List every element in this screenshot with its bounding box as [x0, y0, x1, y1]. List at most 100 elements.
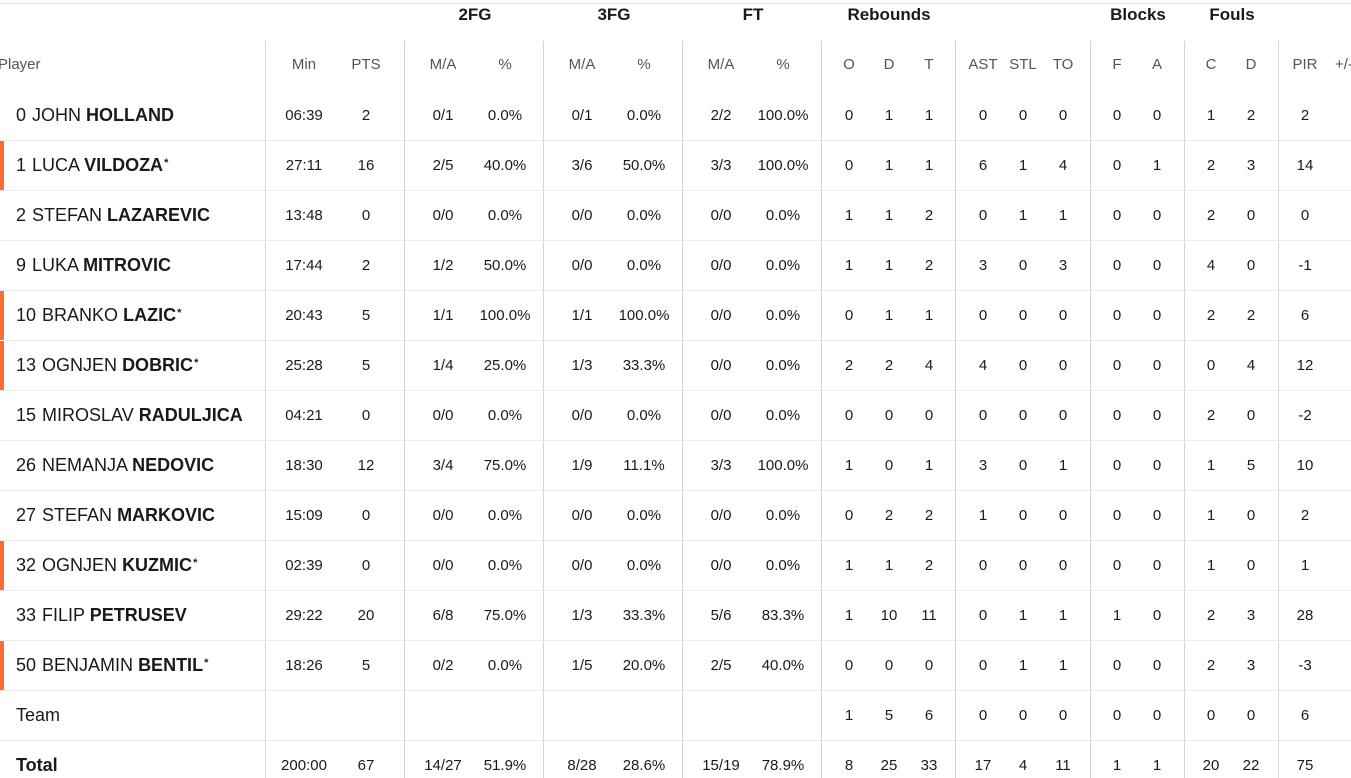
stat-pts: 2: [361, 257, 371, 274]
column-divider: [1090, 41, 1091, 778]
column-header-stl[interactable]: STL: [1009, 56, 1037, 73]
player-name-link[interactable]: 10 BRANKO LAZIC*: [16, 303, 181, 327]
stat-pir: 10: [1296, 457, 1314, 474]
starter-indicator: [0, 141, 4, 190]
stat-foul-c: 2: [1206, 207, 1216, 224]
column-header-fg3-ma[interactable]: M/A: [568, 56, 596, 73]
stat-pts: 0: [361, 507, 371, 524]
stat-reb-d: 10: [880, 607, 898, 624]
starter-indicator: [0, 291, 4, 340]
player-last-name: BENTIL: [138, 655, 204, 675]
player-name-link[interactable]: 13 OGNJEN DOBRIC*: [16, 353, 198, 377]
column-header-blk-a[interactable]: A: [1151, 56, 1162, 73]
stat-reb-t: 33: [920, 757, 938, 774]
column-header-reb-d[interactable]: D: [883, 56, 895, 73]
stat-fg3-pct: 20.0%: [622, 657, 666, 674]
top-divider: [0, 3, 1351, 4]
stat-fg2-ma: 1/4: [432, 357, 454, 374]
row-divider: [0, 140, 1351, 141]
stat-stl: 1: [1018, 207, 1028, 224]
stat-to: 3: [1058, 257, 1068, 274]
stat-blk-a: 0: [1152, 207, 1162, 224]
stat-reb-o: 1: [844, 707, 854, 724]
player-row: 26 NEMANJA NEDOVIC 18:30 12 3/4 75.0% 1/9 11.1%…: [0, 441, 1351, 491]
player-name-link[interactable]: 0 JOHN HOLLAND: [16, 103, 174, 127]
stat-foul-c: 1: [1206, 507, 1216, 524]
column-header-to[interactable]: TO: [1052, 56, 1074, 73]
stat-fg3-pct: 33.3%: [622, 607, 666, 624]
stat-foul-d: 0: [1246, 407, 1256, 424]
column-header-ft-pct[interactable]: %: [776, 56, 790, 73]
stat-blk-f: 0: [1112, 707, 1122, 724]
stat-fg3-pct: 0.0%: [626, 107, 662, 124]
stat-fg3-ma: 0/0: [571, 507, 593, 524]
column-header-reb-o[interactable]: O: [843, 56, 855, 73]
stat-fg2-pct: 75.0%: [483, 607, 527, 624]
player-last-name: HOLLAND: [86, 105, 175, 125]
column-header-fg3-pct[interactable]: %: [637, 56, 651, 73]
stat-reb-o: 1: [844, 207, 854, 224]
column-header-reb-t[interactable]: T: [924, 56, 934, 73]
stat-ft-pct: 0.0%: [765, 307, 801, 324]
stat-reb-d: 1: [884, 257, 894, 274]
player-number: 1: [16, 155, 27, 175]
player-number: 10: [16, 305, 37, 325]
stat-ft-ma: 0/0: [710, 507, 732, 524]
stat-reb-d: 1: [884, 107, 894, 124]
column-header-fg2-pct[interactable]: %: [498, 56, 512, 73]
column-header-ast[interactable]: AST: [968, 56, 998, 73]
column-header-min[interactable]: Min: [291, 56, 317, 73]
column-header-foul-d[interactable]: D: [1245, 56, 1257, 73]
column-header-foul-c[interactable]: C: [1205, 56, 1217, 73]
stat-reb-o: 0: [844, 157, 854, 174]
stat-to: 1: [1058, 207, 1068, 224]
stat-blk-f: 0: [1112, 157, 1122, 174]
stat-to: 1: [1058, 607, 1068, 624]
player-name-link[interactable]: 15 MIROSLAV RADULJICA: [16, 403, 243, 427]
column-header-player[interactable]: Player: [0, 56, 41, 73]
player-row: 0 JOHN HOLLAND 06:39 2 0/1 0.0% 0/1 0.0% 2/2 100.…: [0, 91, 1351, 141]
stat-blk-f: 0: [1112, 107, 1122, 124]
stat-pir: 12: [1296, 357, 1314, 374]
stat-ft-pct: 0.0%: [765, 357, 801, 374]
stat-fg2-pct: 0.0%: [487, 207, 523, 224]
player-name-link[interactable]: 32 OGNJEN KUZMIC*: [16, 553, 197, 577]
stat-ast: 6: [978, 157, 988, 174]
column-header-pts[interactable]: PTS: [351, 56, 381, 73]
stat-fg2-ma: 0/0: [432, 557, 454, 574]
player-first-name: BENJAMIN: [42, 655, 134, 675]
player-number: 15: [16, 405, 37, 425]
stat-ast: 0: [978, 407, 988, 424]
stat-ft-ma: 2/5: [710, 657, 732, 674]
stat-pts: 20: [357, 607, 375, 624]
player-name-link[interactable]: 2 STEFAN LAZAREVIC: [16, 203, 210, 227]
stat-pir: -1: [1298, 257, 1312, 274]
stat-foul-d: 0: [1246, 557, 1256, 574]
player-name-link[interactable]: 33 FILIP PETRUSEV: [16, 603, 187, 627]
stat-pts: 12: [357, 457, 375, 474]
starter-indicator: [0, 341, 4, 390]
player-name-link[interactable]: 50 BENJAMIN BENTIL*: [16, 653, 208, 677]
column-header-blk-f[interactable]: F: [1112, 56, 1122, 73]
player-name-link[interactable]: 1 LUCA VILDOZA*: [16, 153, 168, 177]
player-number: 50: [16, 655, 37, 675]
player-first-name: BRANKO: [42, 305, 119, 325]
player-name-link[interactable]: 9 LUKA MITROVIC: [16, 253, 171, 277]
stat-reb-t: 1: [924, 157, 934, 174]
stat-fg2-pct: 40.0%: [483, 157, 527, 174]
stat-reb-t: 6: [924, 707, 934, 724]
column-header-pir[interactable]: PIR: [1292, 56, 1318, 73]
player-name-link[interactable]: 27 STEFAN MARKOVIC: [16, 503, 215, 527]
stat-fg2-pct: 25.0%: [483, 357, 527, 374]
stat-stl: 1: [1018, 657, 1028, 674]
column-header-fg2-ma[interactable]: M/A: [429, 56, 457, 73]
row-divider: [0, 690, 1351, 691]
player-name-link[interactable]: 26 NEMANJA NEDOVIC: [16, 453, 214, 477]
stat-stl: 4: [1018, 757, 1028, 774]
stat-pir: 75: [1296, 757, 1314, 774]
column-header-ft-ma[interactable]: M/A: [707, 56, 735, 73]
stat-ft-pct: 0.0%: [765, 207, 801, 224]
stat-fg3-pct: 50.0%: [622, 157, 666, 174]
stat-fg3-pct: 0.0%: [626, 557, 662, 574]
column-header-pm[interactable]: +/-: [1335, 56, 1351, 73]
